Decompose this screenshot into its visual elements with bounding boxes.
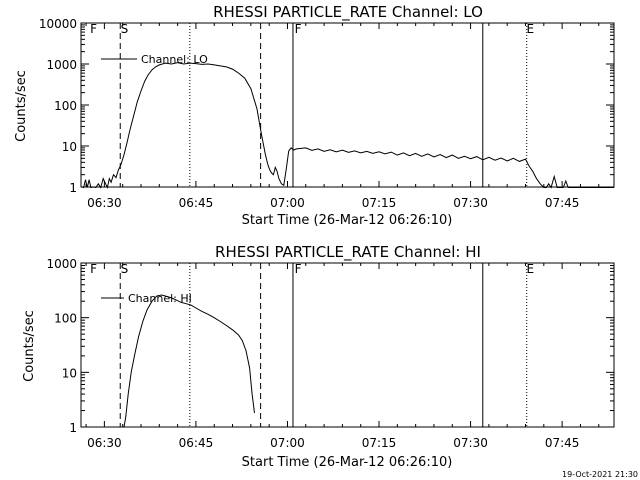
x-tick-label-lo: 07:15 xyxy=(362,196,397,210)
legend-label-hi: Channel: HI xyxy=(128,292,192,305)
plot-frame-lo xyxy=(80,22,615,188)
x-axis-label-hi: Start Time (26-Mar-12 06:26:10) xyxy=(242,455,453,470)
y-tick-label-lo: 1000 xyxy=(46,58,77,72)
legend-lo: Channel: LO xyxy=(101,53,208,66)
y-axis-label-hi: Counts/sec xyxy=(22,310,37,382)
y-tick-label-lo: 1 xyxy=(69,181,77,195)
data-series-lo xyxy=(81,62,614,190)
x-tick-label-lo: 06:45 xyxy=(179,196,214,210)
chart-title-hi: RHESSI PARTICLE_RATE Channel: HI xyxy=(215,243,481,262)
x-tick-label-hi: 07:45 xyxy=(545,436,580,450)
flag-label-hi: F xyxy=(295,262,302,276)
generation-timestamp: 19-Oct-2021 21:30 xyxy=(562,470,638,479)
x-tick-label-hi: 07:00 xyxy=(270,436,305,450)
x-tick-label-hi: 07:30 xyxy=(453,436,488,450)
x-tick-label-lo: 07:00 xyxy=(270,196,305,210)
chart-title-lo: RHESSI PARTICLE_RATE Channel: LO xyxy=(213,3,483,22)
flag-label-hi: S xyxy=(121,262,129,276)
y-tick-label-lo: 100 xyxy=(54,99,77,113)
y-tick-label-hi: 100 xyxy=(54,312,77,326)
flag-label-hi: F xyxy=(90,262,97,276)
flag-label-lo: F xyxy=(295,22,302,36)
x-tick-label-lo: 07:45 xyxy=(545,196,580,210)
x-axis-label-lo: Start Time (26-Mar-12 06:26:10) xyxy=(242,213,453,228)
legend-hi: Channel: HI xyxy=(101,292,192,305)
y-tick-label-hi: 1000 xyxy=(46,257,77,271)
flag-label-hi: E xyxy=(527,262,535,276)
x-tick-label-lo: 07:30 xyxy=(453,196,488,210)
plot-frame-hi xyxy=(80,262,615,428)
panel-hi: RHESSI PARTICLE_RATE Channel: HI Counts/… xyxy=(22,243,615,470)
flag-label-lo: F xyxy=(90,22,97,36)
x-tick-label-hi: 07:15 xyxy=(362,436,397,450)
data-series-hi xyxy=(123,294,255,428)
y-tick-label-lo: 10 xyxy=(62,140,77,154)
y-tick-label-hi: 1 xyxy=(69,421,77,435)
x-tick-label-hi: 06:30 xyxy=(87,436,122,450)
x-tick-label-hi: 06:45 xyxy=(179,436,214,450)
panel-lo: RHESSI PARTICLE_RATE Channel: LO Counts/… xyxy=(14,3,615,228)
flag-label-lo: S xyxy=(121,22,129,36)
y-tick-label-lo: 10000 xyxy=(39,17,77,31)
flag-label-lo: E xyxy=(527,22,535,36)
y-axis-label-lo: Counts/sec xyxy=(14,70,29,142)
x-tick-label-lo: 06:30 xyxy=(87,196,122,210)
y-tick-label-hi: 10 xyxy=(62,366,77,380)
